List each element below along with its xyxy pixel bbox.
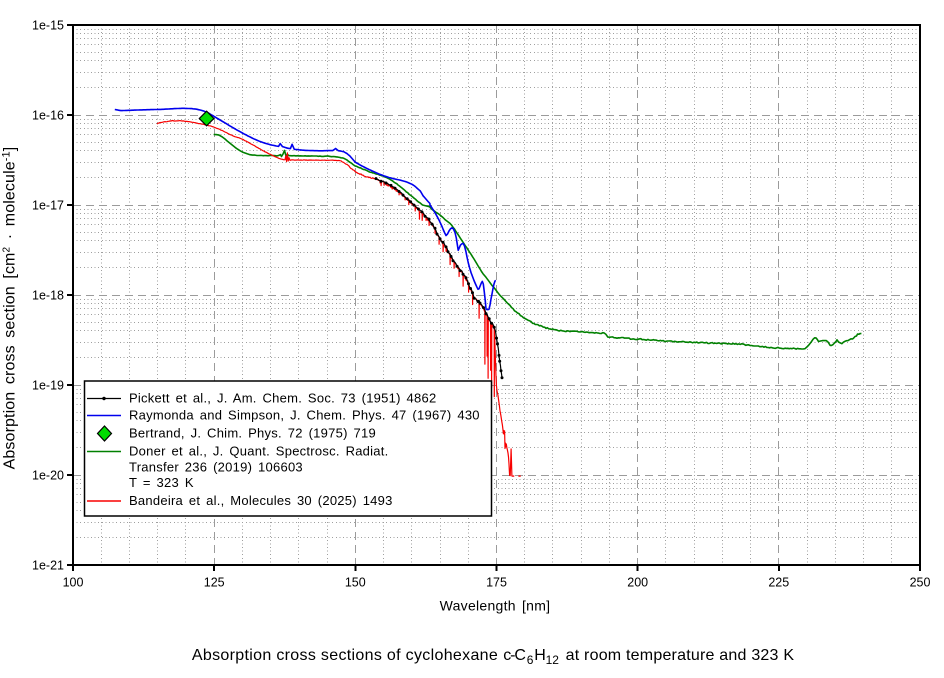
svg-text:1e-18: 1e-18: [32, 289, 64, 303]
svg-text:Pickett et al., J. Am. Chem. S: Pickett et al., J. Am. Chem. Soc. 73 (19…: [129, 390, 436, 405]
svg-text:1e-17: 1e-17: [32, 199, 64, 213]
svg-text:1e-21: 1e-21: [32, 559, 64, 573]
svg-text:1e-16: 1e-16: [32, 109, 64, 123]
svg-text:at room temperature and 323 K: at room temperature and 323 K: [566, 647, 795, 664]
svg-text:100: 100: [63, 576, 84, 590]
svg-text:250: 250: [910, 576, 931, 590]
svg-text:H: H: [534, 647, 546, 664]
svg-text:Doner et al., J. Quant. Spectr: Doner et al., J. Quant. Spectrosc. Radia…: [129, 443, 389, 458]
svg-text:Absorption cross sections of c: Absorption cross sections of cyclohexane: [192, 647, 498, 664]
svg-text:1e-19: 1e-19: [32, 379, 64, 393]
svg-text:6: 6: [527, 653, 534, 667]
svg-text:150: 150: [345, 576, 366, 590]
svg-text:Raymonda and Simpson, J. Chem.: Raymonda and Simpson, J. Chem. Phys. 47 …: [129, 407, 480, 422]
svg-text:1e-15: 1e-15: [32, 19, 64, 33]
svg-text:12: 12: [546, 653, 560, 667]
svg-text:125: 125: [204, 576, 225, 590]
svg-text:Bertrand, J. Chim. Phys. 72 (1: Bertrand, J. Chim. Phys. 72 (1975) 719: [129, 425, 376, 440]
svg-text:200: 200: [627, 576, 648, 590]
svg-text:Transfer 236 (2019) 106603: Transfer 236 (2019) 106603: [129, 459, 303, 474]
svg-text:Wavelength [nm]: Wavelength [nm]: [440, 598, 551, 614]
svg-text:225: 225: [768, 576, 789, 590]
svg-text:Bandeira et al., Molecules 30: Bandeira et al., Molecules 30 (2025) 149…: [129, 493, 393, 508]
svg-text:c-C: c-C: [503, 647, 526, 664]
svg-text:1e-20: 1e-20: [32, 469, 64, 483]
svg-text:Absorption cross section [cm2: Absorption cross section [cm2 · molecule…: [1, 147, 19, 470]
svg-text:T = 323 K: T = 323 K: [129, 475, 194, 490]
svg-text:175: 175: [486, 576, 507, 590]
